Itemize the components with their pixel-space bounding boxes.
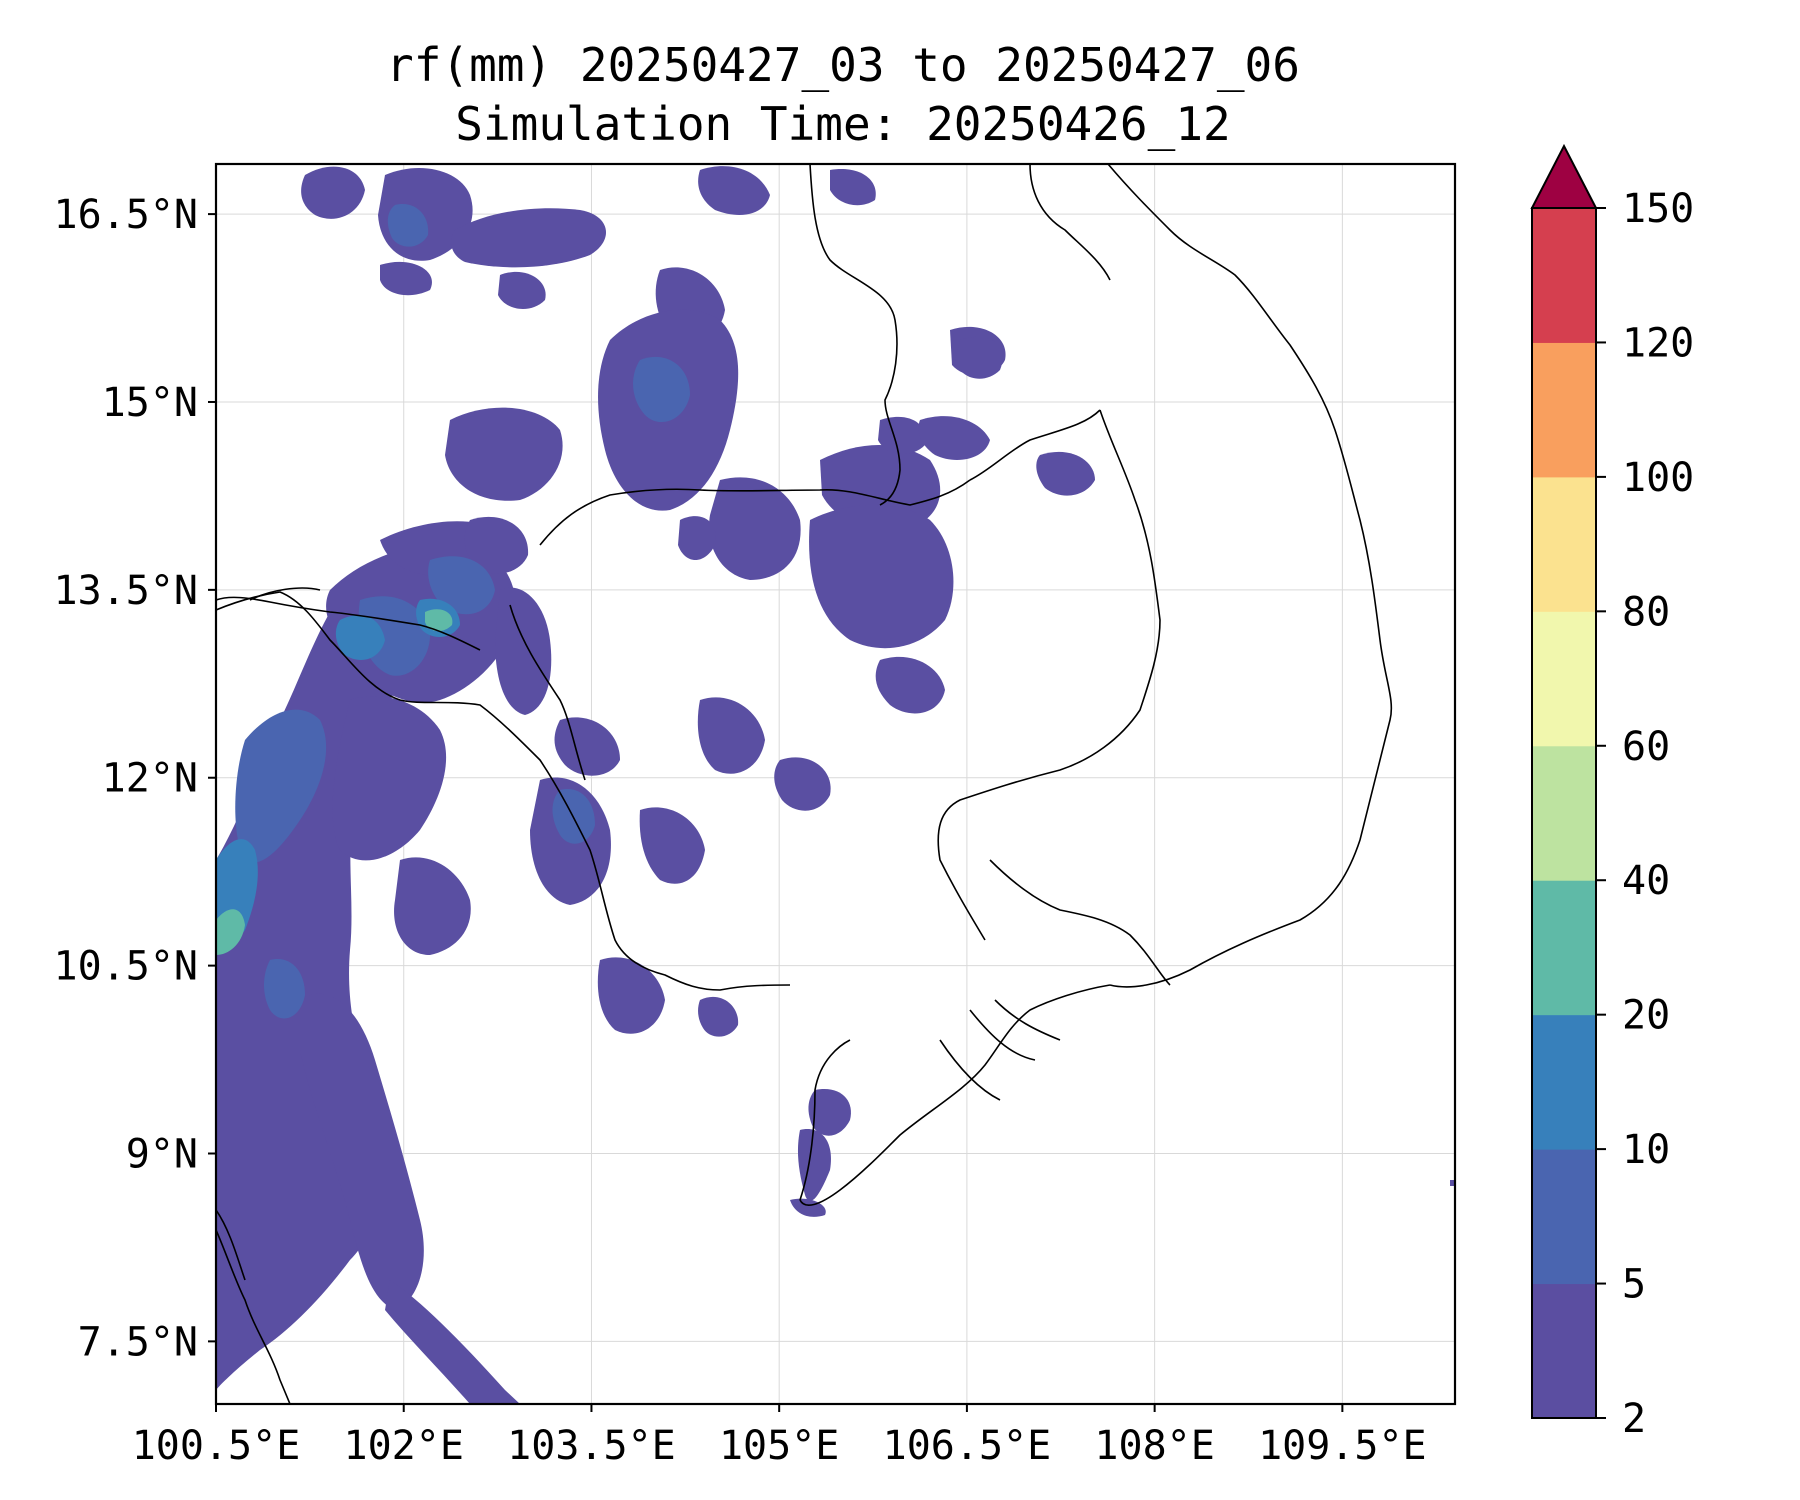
colorbar-frame (1531, 207, 1597, 1419)
lon-tick-label: 109.5°E (1258, 1423, 1427, 1469)
colorbar-segment (1532, 1014, 1596, 1150)
colorbar-tick-label: 40 (1622, 858, 1670, 904)
colorbar-tick-label: 10 (1622, 1127, 1670, 1173)
lon-tick-label: 102°E (344, 1423, 464, 1469)
colorbar-segment (1532, 1283, 1596, 1419)
map-title-line2: Simulation Time: 20250426_12 (455, 97, 1231, 151)
colorbar-segment (1532, 1149, 1596, 1285)
colorbar-segment (1532, 745, 1596, 881)
colorbar-segment (1532, 611, 1596, 747)
colorbar-tick-label: 80 (1622, 589, 1670, 635)
colorbar-tick-label: 150 (1622, 186, 1694, 232)
colorbar-tick-label: 120 (1622, 320, 1694, 366)
colorbar-tick-label: 5 (1622, 1262, 1646, 1308)
lat-tick-label: 16.5°N (54, 192, 199, 238)
colorbar-segment (1532, 208, 1596, 343)
colorbar-extend-arrow (1530, 143, 1598, 209)
colorbar-segment (1532, 880, 1596, 1016)
lat-tick-label: 9°N (126, 1131, 198, 1177)
lon-tick-label: 108°E (1094, 1423, 1214, 1469)
lat-tick-label: 15°N (102, 380, 198, 426)
colorbar-segment (1532, 476, 1596, 612)
lat-tick-label: 12°N (102, 756, 198, 802)
rainfall-contours (216, 166, 1455, 1404)
rainfall-contours-high (216, 204, 690, 1019)
colorbar-tick-label: 100 (1622, 455, 1694, 501)
colorbar-tick-label: 2 (1622, 1396, 1646, 1442)
map-plot-area (216, 164, 1455, 1404)
map-frame (214, 162, 1457, 1406)
colorbar-tick-label: 60 (1622, 724, 1670, 770)
lon-tick-label: 103.5°E (507, 1423, 676, 1469)
lon-tick-label: 100.5°E (132, 1423, 301, 1469)
colorbar-segment (1532, 342, 1596, 478)
lat-tick-label: 7.5°N (78, 1319, 198, 1365)
map-title-line1: rf(mm) 20250427_03 to 20250427_06 (386, 38, 1300, 92)
lat-tick-label: 10.5°N (54, 944, 199, 990)
colorbar-tick-label: 20 (1622, 993, 1670, 1039)
axis-ticks: 100.5°E 102°E 103.5°E 105°E 106.5°E 108°E 109.… (54, 192, 1427, 1469)
lon-tick-label: 106.5°E (883, 1423, 1052, 1469)
lon-tick-label: 105°E (719, 1423, 839, 1469)
lat-tick-label: 13.5°N (54, 568, 199, 614)
coastlines-and-borders (216, 164, 1393, 1404)
colorbar: 2 5 10 20 40 60 80 100 120 150 (1530, 143, 1694, 1442)
